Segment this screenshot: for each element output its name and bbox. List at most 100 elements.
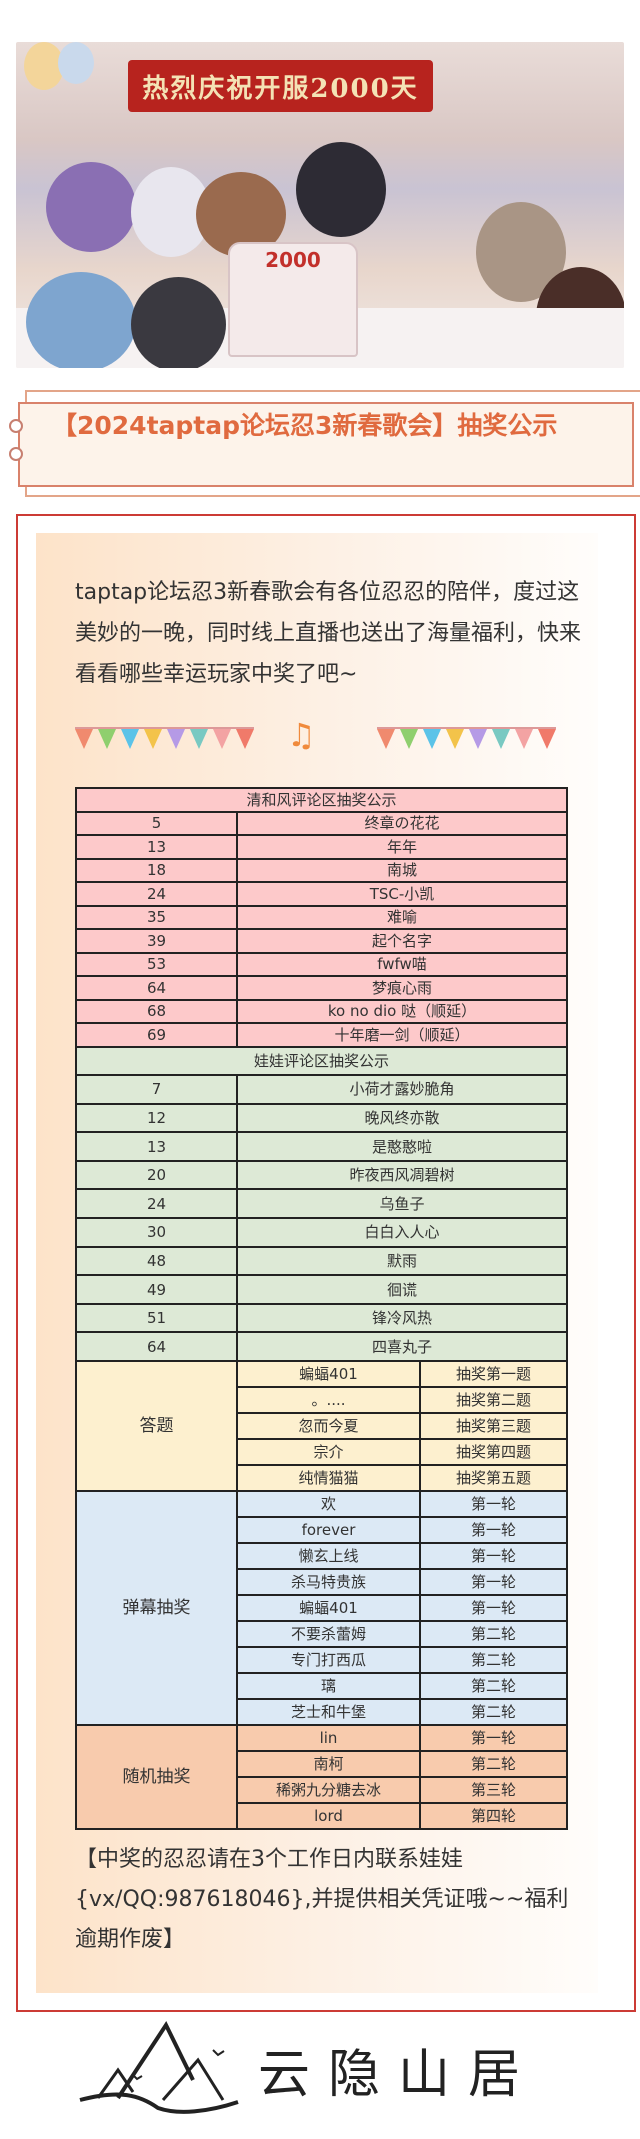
bunting-flags-icon — [75, 727, 254, 749]
winner-name: 锋冷风热 — [236, 1302, 568, 1334]
winner-name: fwfw喵 — [236, 951, 568, 977]
character — [296, 142, 386, 237]
winner-name: 乌鱼子 — [236, 1188, 568, 1220]
section-header-row: 娃娃评论区抽奖公示 — [75, 1045, 568, 1077]
hero-illustration: 热烈庆祝开服2000天 2000 — [16, 42, 624, 368]
round-label: 第一轮 — [419, 1542, 568, 1571]
winner-name: 终章の花花 — [236, 810, 568, 836]
balloon-icon — [24, 42, 64, 90]
cake: 2000 — [228, 242, 358, 357]
winner-name: 默雨 — [236, 1245, 568, 1277]
table-row: 30 白白入人心 — [75, 1217, 568, 1248]
table-row: 64 四喜丸子 — [75, 1331, 568, 1363]
category-label: 弹幕抽奖 — [75, 1490, 238, 1727]
floor-number: 12 — [75, 1102, 238, 1134]
ring-icon — [9, 419, 23, 433]
table-row: 答题 蝙蝠401 抽奖第一题 — [75, 1360, 568, 1493]
table-row: 53 fwfw喵 — [75, 951, 568, 977]
winner-name: 难喻 — [236, 904, 568, 930]
winner-name: 十年磨一剑（顺延） — [236, 1022, 568, 1048]
table-row: forever 第一轮 — [76, 1516, 568, 1545]
floor-number: 69 — [75, 1022, 238, 1048]
logo-text: 云隐山居 — [258, 2045, 539, 2105]
winner-name: 宗介 — [236, 1438, 421, 1467]
table-row: 专门打西瓜 第二轮 — [76, 1646, 568, 1675]
round-label: 抽奖第一题 — [419, 1360, 568, 1389]
table-row: 纯情猫猫 抽奖第五题 — [76, 1464, 568, 1493]
table-row: 68 ko no dio 哒（顺延） — [75, 998, 568, 1024]
table-row: 随机抽奖 lin 第一轮 — [75, 1724, 568, 1831]
section-header: 娃娃评论区抽奖公示 — [75, 1045, 568, 1077]
winner-name: 不要杀蕾姆 — [236, 1620, 421, 1649]
floor-number: 64 — [75, 1331, 238, 1363]
winner-name: 梦痕心雨 — [236, 975, 568, 1001]
floor-number: 24 — [75, 1188, 238, 1220]
round-label: 抽奖第二题 — [419, 1386, 568, 1415]
winner-name: 蝙蝠401 — [236, 1360, 421, 1389]
floor-number: 30 — [75, 1217, 238, 1248]
round-label: 第二轮 — [419, 1620, 568, 1649]
yunyin-logo: 云隐山居 — [78, 2020, 578, 2120]
table-row: 69 十年磨一剑（顺延） — [75, 1022, 568, 1048]
winner-name: 是憨憨啦 — [236, 1131, 568, 1162]
round-label: 抽奖第三题 — [419, 1412, 568, 1441]
winner-name: 起个名字 — [236, 928, 568, 954]
table-row: lord 第四轮 — [76, 1802, 568, 1831]
table-row: 5 终章の花花 — [75, 810, 568, 836]
winner-name: 芝士和牛堡 — [236, 1698, 421, 1727]
winner-name: TSC-小凯 — [236, 881, 568, 907]
floor-number: 13 — [75, 834, 238, 860]
table-row: 48 默雨 — [75, 1245, 568, 1277]
table-row: 杀马特贵族 第一轮 — [76, 1568, 568, 1597]
celebration-banner: 热烈庆祝开服2000天 — [128, 60, 433, 112]
music-notes-icon: ♫ — [287, 716, 316, 754]
floor-number: 51 — [75, 1302, 238, 1334]
table-row: 64 梦痕心雨 — [75, 975, 568, 1001]
winner-name: 年年 — [236, 834, 568, 860]
round-label: 第一轮 — [419, 1516, 568, 1545]
winners-table: 清和风评论区抽奖公示 5 终章の花花 13 年年 18 南城 24 TSC-小凯 35 难喻 39 起个… — [75, 787, 568, 1831]
floor-number: 48 — [75, 1245, 238, 1277]
round-label: 第二轮 — [419, 1646, 568, 1675]
winner-name: 晚风终亦散 — [236, 1102, 568, 1134]
floor-number: 7 — [75, 1074, 238, 1105]
winner-name: forever — [236, 1516, 421, 1545]
round-label: 第一轮 — [419, 1594, 568, 1623]
winner-name: 。.... — [236, 1386, 421, 1415]
balloon-icon — [58, 42, 94, 84]
category-label: 随机抽奖 — [75, 1724, 238, 1831]
floor-number: 49 — [75, 1274, 238, 1305]
floor-number: 18 — [75, 857, 238, 883]
winner-name: lord — [236, 1802, 421, 1831]
table-row: 18 南城 — [75, 857, 568, 883]
winner-name: 小荷才露妙脆角 — [236, 1074, 568, 1105]
category-label: 答题 — [75, 1360, 238, 1493]
winner-name: 专门打西瓜 — [236, 1646, 421, 1675]
table-row: 20 昨夜西风凋碧树 — [75, 1159, 568, 1191]
winner-name: 欢 — [236, 1490, 421, 1519]
round-label: 第一轮 — [419, 1568, 568, 1597]
decoration-row: ♫ — [75, 715, 570, 770]
winner-name: 蝙蝠401 — [236, 1594, 421, 1623]
winner-name: lin — [236, 1724, 421, 1753]
section-header: 清和风评论区抽奖公示 — [75, 787, 568, 813]
character — [46, 162, 136, 252]
floor-number: 13 — [75, 1131, 238, 1162]
floor-number: 64 — [75, 975, 238, 1001]
table-row: 12 晚风终亦散 — [75, 1102, 568, 1134]
table-row: 不要杀蕾姆 第二轮 — [76, 1620, 568, 1649]
mountain-logo-icon — [79, 2020, 239, 2114]
winner-name: 南城 — [236, 857, 568, 883]
table-row: 蝙蝠401 第一轮 — [76, 1594, 568, 1623]
table-row: 13 是憨憨啦 — [75, 1131, 568, 1162]
character — [131, 277, 226, 368]
floor-number: 53 — [75, 951, 238, 977]
winner-name: 纯情猫猫 — [236, 1464, 421, 1493]
table-row: 懒玄上线 第一轮 — [76, 1542, 568, 1571]
winner-name: 璃 — [236, 1672, 421, 1701]
bunting-flags-icon — [377, 727, 556, 749]
winner-name: 昨夜西风凋碧树 — [236, 1159, 568, 1191]
table-row: 芝士和牛堡 第二轮 — [76, 1698, 568, 1727]
character — [26, 272, 136, 368]
table-row: 49 徊谎 — [75, 1274, 568, 1305]
